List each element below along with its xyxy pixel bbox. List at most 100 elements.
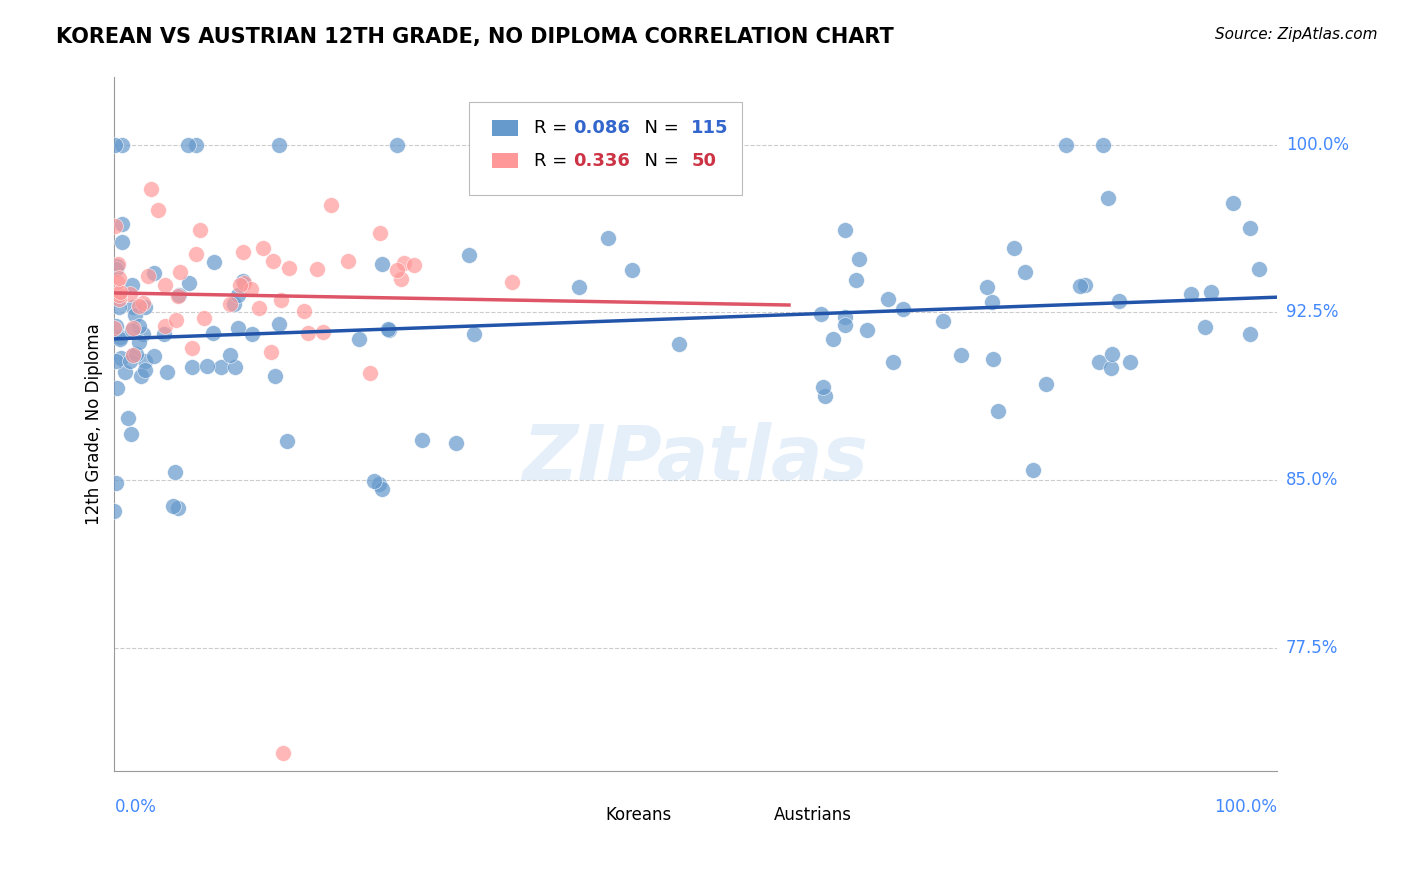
Point: [181, 360, 204, 375]
Point: [1249, 262, 1271, 277]
Point: [121, 300, 143, 314]
Point: [319, 198, 342, 212]
Point: [107, 259, 129, 273]
Point: [1199, 285, 1222, 299]
Point: [120, 354, 142, 368]
Point: [134, 363, 156, 377]
Point: [370, 482, 392, 496]
Point: [1108, 293, 1130, 308]
Point: [132, 327, 155, 342]
Point: [242, 326, 264, 341]
Text: 100.0%: 100.0%: [1286, 136, 1348, 153]
Point: [269, 137, 291, 152]
Point: [813, 389, 835, 403]
Point: [103, 321, 125, 335]
Point: [668, 337, 690, 351]
Point: [233, 277, 256, 291]
Point: [163, 465, 186, 479]
Point: [949, 348, 972, 362]
Point: [377, 323, 399, 337]
Point: [269, 317, 291, 331]
Point: [1119, 355, 1142, 369]
Point: [107, 292, 129, 306]
Y-axis label: 12th Grade, No Diploma: 12th Grade, No Diploma: [86, 323, 103, 524]
Point: [128, 318, 150, 333]
Point: [121, 320, 143, 334]
Point: [142, 266, 165, 280]
Point: [108, 288, 131, 302]
FancyBboxPatch shape: [737, 807, 766, 822]
Point: [110, 351, 132, 365]
Point: [105, 380, 128, 394]
Point: [368, 477, 391, 491]
Point: [1097, 191, 1119, 205]
Point: [259, 345, 281, 359]
Point: [1101, 347, 1123, 361]
Point: [222, 296, 245, 310]
Point: [134, 354, 156, 368]
Point: [501, 275, 523, 289]
Point: [146, 203, 169, 218]
Point: [336, 253, 359, 268]
Point: [104, 319, 127, 334]
Point: [177, 277, 200, 291]
Point: [834, 318, 856, 332]
FancyBboxPatch shape: [492, 153, 517, 169]
Point: [219, 297, 242, 311]
Point: [190, 223, 212, 237]
Point: [181, 341, 204, 355]
Point: [1239, 326, 1261, 341]
Point: [823, 332, 845, 346]
Point: [162, 499, 184, 513]
Point: [226, 321, 249, 335]
Text: ZIPatlas: ZIPatlas: [523, 422, 869, 496]
Text: 100.0%: 100.0%: [1215, 798, 1278, 816]
Point: [169, 265, 191, 279]
Point: [125, 347, 148, 361]
Point: [262, 253, 284, 268]
Point: [114, 365, 136, 379]
Point: [111, 235, 134, 249]
Point: [103, 137, 125, 152]
Point: [264, 369, 287, 384]
Point: [891, 301, 914, 316]
Point: [224, 359, 246, 374]
Point: [226, 288, 249, 302]
Point: [239, 282, 262, 296]
Point: [1002, 241, 1025, 255]
Point: [105, 353, 128, 368]
Text: R =: R =: [534, 152, 574, 169]
Point: [122, 348, 145, 362]
Point: [104, 219, 127, 233]
Point: [389, 272, 412, 286]
Point: [810, 307, 832, 321]
Point: [856, 323, 879, 337]
Point: [166, 289, 188, 303]
Point: [305, 261, 328, 276]
Point: [120, 287, 142, 301]
Point: [271, 746, 294, 760]
Point: [312, 326, 335, 340]
Point: [359, 366, 381, 380]
Point: [270, 293, 292, 308]
Point: [385, 137, 408, 152]
Point: [117, 411, 139, 425]
Point: [568, 280, 591, 294]
Point: [1099, 360, 1122, 375]
Point: [136, 268, 159, 283]
Point: [143, 350, 166, 364]
Point: [107, 256, 129, 270]
Point: [108, 285, 131, 300]
Point: [132, 296, 155, 310]
Point: [104, 476, 127, 491]
FancyBboxPatch shape: [492, 120, 517, 136]
Point: [111, 137, 134, 152]
Point: [987, 404, 1010, 418]
Point: [105, 276, 128, 290]
Point: [347, 332, 370, 346]
Point: [848, 252, 870, 266]
FancyBboxPatch shape: [568, 807, 598, 822]
Point: [411, 433, 433, 447]
Point: [1092, 137, 1115, 152]
Point: [177, 137, 200, 152]
